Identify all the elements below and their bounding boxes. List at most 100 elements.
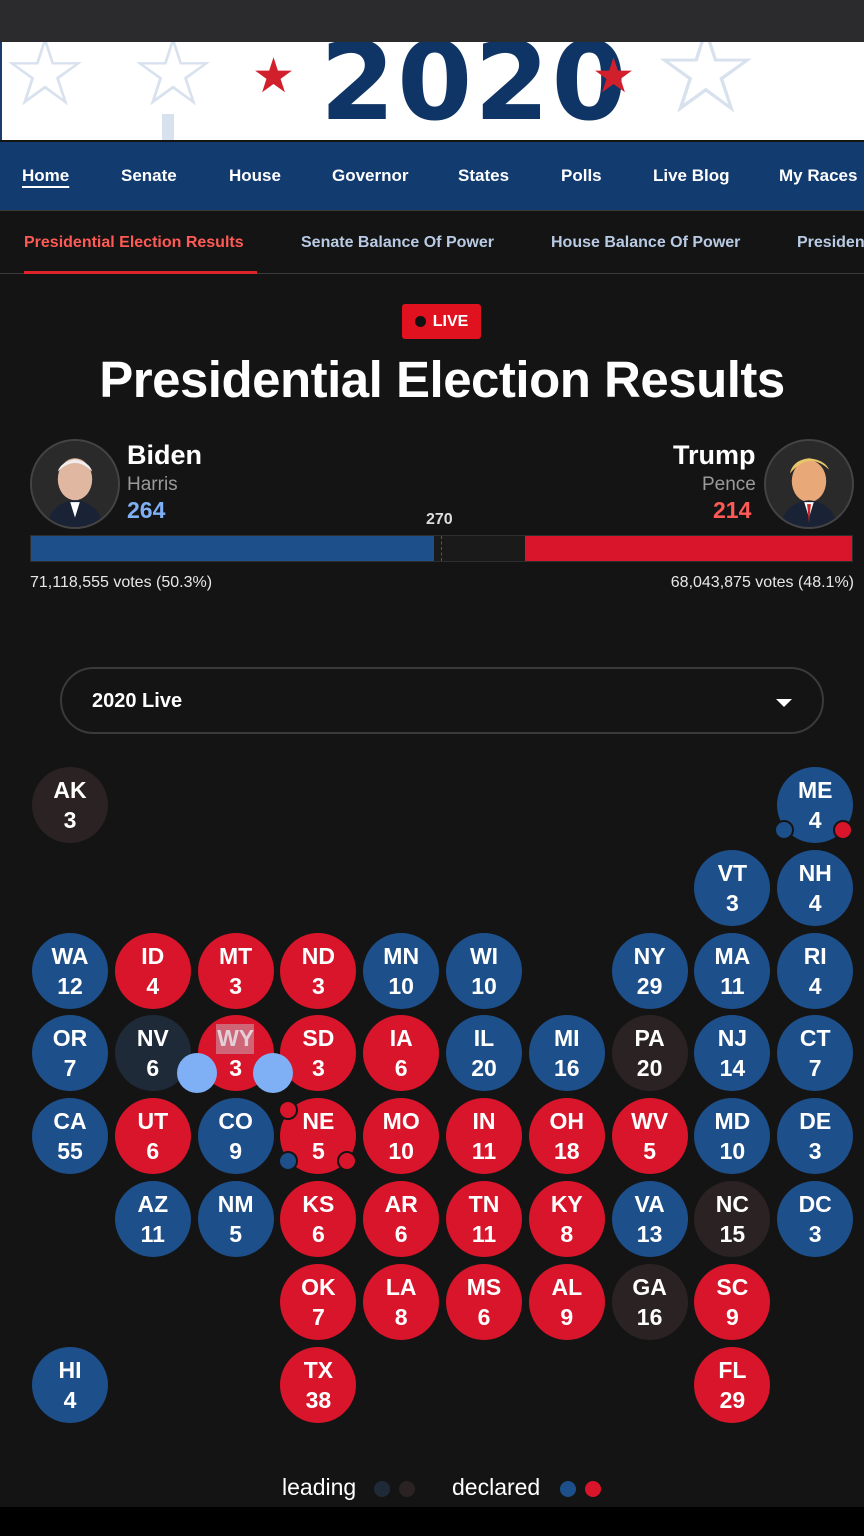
state-abbr: AZ: [137, 1191, 169, 1217]
white-star-icon: ☆: [2, 42, 89, 128]
state-mo[interactable]: MO 10: [363, 1098, 440, 1175]
state-tx[interactable]: TX 38: [280, 1346, 357, 1423]
state-ms[interactable]: MS 6: [446, 1263, 522, 1340]
state-ks[interactable]: KS 6: [280, 1181, 357, 1257]
state-ky[interactable]: KY 8: [528, 1181, 605, 1257]
nav-item-polls[interactable]: Polls: [561, 166, 602, 185]
state-or[interactable]: OR 7: [32, 1015, 108, 1092]
state-va[interactable]: VA 13: [611, 1181, 688, 1257]
state-ma[interactable]: MA 11: [694, 932, 771, 1009]
state-in[interactable]: IN 11: [446, 1098, 522, 1175]
state-ca[interactable]: CA 55: [32, 1098, 108, 1175]
state-electoral-votes: 10: [388, 972, 414, 999]
state-tn[interactable]: TN 11: [446, 1181, 522, 1257]
state-ok[interactable]: OK 7: [280, 1263, 357, 1340]
state-ga[interactable]: GA 16: [611, 1263, 688, 1340]
nav-item-live-blog[interactable]: Live Blog: [653, 166, 730, 185]
state-abbr: OR: [52, 1025, 88, 1052]
state-electoral-votes: 20: [636, 1055, 663, 1082]
state-ct[interactable]: CT 7: [777, 1015, 854, 1092]
state-abbr: NY: [633, 942, 666, 969]
state-dc[interactable]: DC 3: [777, 1181, 854, 1257]
tab-senate-balance[interactable]: Senate Balance Of Power: [301, 234, 494, 251]
state-abbr: VT: [717, 859, 748, 886]
nav-item-house[interactable]: House: [229, 166, 281, 185]
state-sc[interactable]: SC 9: [694, 1263, 771, 1340]
nav-item-home[interactable]: Home: [22, 166, 70, 185]
state-oh[interactable]: OH 18: [528, 1098, 605, 1175]
white-star-icon: ☆: [652, 42, 760, 140]
state-nj[interactable]: NJ 14: [694, 1015, 771, 1092]
active-tab-underline: [24, 271, 257, 274]
state-la[interactable]: LA 8: [363, 1263, 440, 1340]
state-pa[interactable]: PA 20: [611, 1015, 688, 1092]
ne-district-rep-dot: [337, 1151, 357, 1171]
state-al[interactable]: AL 9: [528, 1263, 605, 1340]
state-sd[interactable]: SD 3: [280, 1015, 357, 1092]
state-hi[interactable]: HI 4: [32, 1346, 108, 1423]
state-abbr: MA: [714, 942, 751, 969]
drag-handle-left[interactable]: [177, 1053, 217, 1093]
state-abbr: MT: [218, 942, 253, 969]
state-wa[interactable]: WA 12: [32, 932, 108, 1009]
state-ut[interactable]: UT 6: [114, 1098, 191, 1175]
state-electoral-votes: 6: [146, 1055, 160, 1082]
state-electoral-votes: 11: [720, 972, 745, 999]
tab-presidential-more[interactable]: Presiden: [797, 234, 864, 251]
state-mn[interactable]: MN 10: [363, 932, 440, 1009]
state-abbr: CO: [218, 1108, 253, 1135]
state-abbr: NV: [136, 1025, 169, 1052]
state-electoral-votes: 11: [140, 1221, 165, 1247]
state-electoral-votes: 3: [311, 972, 325, 999]
state-mi[interactable]: MI 16: [528, 1015, 605, 1092]
state-nm[interactable]: NM 5: [197, 1181, 274, 1257]
me-district-rep-dot: [833, 820, 853, 840]
tab-presidential-results[interactable]: Presidential Election Results: [24, 234, 244, 251]
state-ny[interactable]: NY 29: [611, 932, 688, 1009]
state-abbr: UT: [137, 1108, 169, 1135]
biden-portrait-icon: [32, 441, 118, 527]
year-selector[interactable]: 2020 Live: [60, 667, 824, 734]
state-az[interactable]: AZ 11: [114, 1181, 191, 1257]
state-ak[interactable]: AK 3: [32, 767, 108, 843]
state-abbr: VA: [634, 1191, 665, 1217]
state-electoral-votes: 9: [725, 1303, 739, 1330]
drag-handle-right[interactable]: [253, 1053, 293, 1093]
state-mt[interactable]: MT 3: [197, 932, 274, 1009]
state-nc[interactable]: NC 15: [694, 1181, 771, 1257]
state-co[interactable]: CO 9: [197, 1098, 274, 1175]
state-ar[interactable]: AR 6: [363, 1181, 440, 1257]
state-md[interactable]: MD 10: [694, 1098, 771, 1175]
state-electoral-votes: 4: [146, 972, 160, 999]
state-il[interactable]: IL 20: [446, 1015, 522, 1092]
state-electoral-votes: 55: [57, 1138, 83, 1165]
state-electoral-votes: 15: [719, 1221, 746, 1247]
page-title: Presidential Election Results: [99, 351, 785, 408]
tab-house-balance[interactable]: House Balance Of Power: [551, 234, 741, 251]
state-ia[interactable]: IA 6: [363, 1015, 440, 1092]
state-de[interactable]: DE 3: [777, 1098, 854, 1175]
state-electoral-votes: 10: [388, 1138, 414, 1165]
state-fl[interactable]: FL 29: [694, 1346, 771, 1423]
banner-year: 2020: [320, 42, 629, 140]
state-nd[interactable]: ND 3: [280, 932, 357, 1009]
state-wi[interactable]: WI 10: [446, 932, 522, 1009]
nav-item-governor[interactable]: Governor: [332, 166, 409, 185]
state-id[interactable]: ID 4: [114, 932, 191, 1009]
state-ri[interactable]: RI 4: [777, 932, 854, 1009]
state-abbr: MS: [466, 1273, 502, 1300]
state-abbr: ID: [141, 942, 165, 969]
win-threshold: 270: [426, 511, 453, 528]
state-abbr: WV: [631, 1108, 669, 1135]
state-electoral-votes: 13: [636, 1221, 663, 1247]
nav-item-my-races[interactable]: My Races: [779, 166, 858, 185]
state-wv[interactable]: WV 5: [611, 1098, 688, 1175]
state-abbr: DC: [798, 1191, 832, 1217]
state-abbr: IL: [473, 1025, 495, 1052]
state-abbr: WI: [469, 942, 499, 969]
nav-item-senate[interactable]: Senate: [121, 166, 177, 185]
nav-item-states[interactable]: States: [458, 166, 510, 185]
state-nh[interactable]: NH 4: [777, 849, 854, 926]
live-label: LIVE: [432, 312, 469, 330]
state-vt[interactable]: VT 3: [694, 849, 771, 926]
